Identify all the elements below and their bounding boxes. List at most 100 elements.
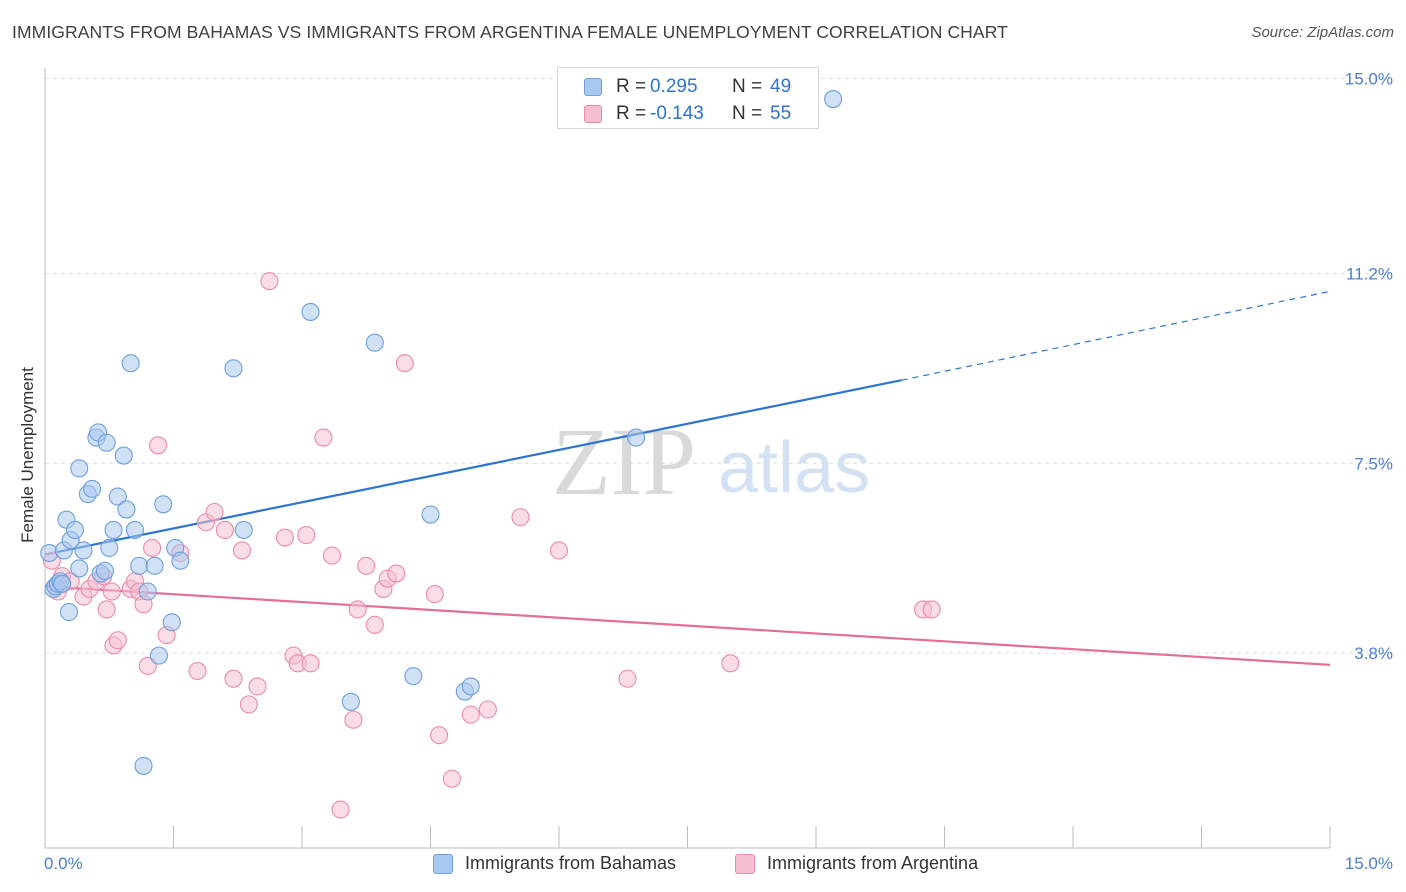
argentina-point xyxy=(102,582,121,601)
argentina-point xyxy=(344,710,363,729)
argentina-point xyxy=(395,354,414,373)
n-label: N = xyxy=(732,76,763,97)
axes xyxy=(44,68,1331,849)
argentina-point xyxy=(618,669,637,688)
argentina-point xyxy=(314,428,333,447)
bahamas-point xyxy=(114,446,133,465)
x-tick-label-max: 15.0% xyxy=(1345,854,1393,873)
bahamas-swatch xyxy=(584,78,602,96)
legend-row-argentina: R = -0.143 N = 55 xyxy=(558,100,818,128)
bahamas-point xyxy=(95,561,115,581)
argentina-point xyxy=(461,705,480,724)
bahamas-point xyxy=(149,646,168,665)
watermark-zip: ZIP xyxy=(552,408,696,515)
bahamas-point xyxy=(404,667,423,686)
bahamas-point xyxy=(461,677,480,696)
bahamas-point xyxy=(108,487,127,506)
bahamas-point xyxy=(145,556,164,575)
correlation-legend: R = 0.295 N = 49 R = -0.143 N = 55 xyxy=(557,67,819,129)
watermark-atlas: atlas xyxy=(718,428,870,508)
argentina-point xyxy=(511,508,530,527)
argentina-point xyxy=(232,541,252,560)
bahamas-point xyxy=(365,333,384,352)
bahamas-point xyxy=(104,520,123,539)
bahamas-point xyxy=(234,520,253,539)
gridlines xyxy=(45,78,1390,654)
bahamas-point xyxy=(421,505,440,524)
r-value: -0.143 xyxy=(650,103,704,124)
bahamas-point xyxy=(74,541,93,560)
argentina-point xyxy=(248,677,267,696)
argentina-point xyxy=(922,600,941,619)
series-legend: Immigrants from Bahamas Immigrants from … xyxy=(0,852,1406,878)
argentina-point xyxy=(478,700,497,719)
argentina-point xyxy=(188,661,207,681)
legend-label-bahamas: Immigrants from Bahamas xyxy=(465,853,677,873)
argentina-point xyxy=(149,436,168,455)
trend-line-argentina xyxy=(44,585,1331,666)
argentina-point xyxy=(348,600,367,619)
bahamas-point xyxy=(154,495,173,514)
x-tick-labels: 0.0% 15.0% xyxy=(44,854,1393,873)
argentina-point xyxy=(322,546,342,565)
argentina-point xyxy=(721,654,740,673)
argentina-swatch xyxy=(584,105,602,123)
bahamas-point xyxy=(341,692,360,711)
argentina-point xyxy=(549,541,569,560)
bahamas-point xyxy=(130,556,149,575)
trend-line-bahamas-extension xyxy=(901,290,1331,381)
r-label: R = xyxy=(616,103,647,124)
argentina-point xyxy=(430,726,449,745)
bahamas-point xyxy=(125,520,144,539)
y-tick-label: 11.2% xyxy=(1346,264,1393,283)
legend-label-argentina: Immigrants from Argentina xyxy=(767,853,979,873)
r-label: R = xyxy=(616,76,647,97)
argentina-point xyxy=(108,631,127,650)
n-value: 49 xyxy=(770,76,792,97)
bahamas-point xyxy=(134,756,153,775)
bahamas-point xyxy=(97,433,116,452)
bahamas-point xyxy=(65,520,85,539)
argentina-point xyxy=(297,526,316,545)
y-tick-label: 7.5% xyxy=(1354,454,1393,473)
argentina-point xyxy=(301,654,320,673)
x-tick-label-min: 0.0% xyxy=(44,854,83,873)
bahamas-point xyxy=(162,613,181,632)
argentina-point xyxy=(275,528,294,547)
n-value: 55 xyxy=(770,103,792,124)
bahamas-point xyxy=(70,459,89,478)
argentina-point xyxy=(97,600,116,619)
legend-row-bahamas: R = 0.295 N = 49 xyxy=(558,73,818,101)
bahamas-point xyxy=(53,574,72,593)
bahamas-point xyxy=(70,559,89,578)
argentina-point xyxy=(425,585,444,604)
argentina-point xyxy=(143,538,162,557)
n-label: N = xyxy=(732,103,763,124)
argentina-point xyxy=(357,556,376,575)
trend-line-bahamas xyxy=(44,379,902,556)
y-tick-label: 3.8% xyxy=(1354,644,1393,663)
bahamas-point xyxy=(117,500,136,519)
bahamas-point xyxy=(100,538,119,557)
argentina-point xyxy=(205,502,224,522)
y-axis-label: Female Unemployment xyxy=(18,367,37,543)
bahamas-point xyxy=(59,602,79,622)
argentina-point xyxy=(365,615,384,634)
chart-title: IMMIGRANTS FROM BAHAMAS VS IMMIGRANTS FR… xyxy=(12,22,1008,42)
bahamas-point xyxy=(224,359,243,378)
argentina-point xyxy=(331,800,350,819)
bahamas-point xyxy=(121,354,140,373)
bahamas-point xyxy=(301,302,320,321)
bahamas-point xyxy=(138,582,157,601)
bahamas-point xyxy=(824,89,843,109)
argentina-swatch xyxy=(735,854,755,874)
argentina-point xyxy=(224,669,243,688)
argentina-point xyxy=(387,564,406,583)
trend-lines xyxy=(44,290,1331,666)
bahamas-swatch xyxy=(433,854,453,874)
r-value: 0.295 xyxy=(650,76,698,97)
argentina-point xyxy=(138,656,157,675)
argentina-point xyxy=(215,520,234,539)
argentina-point xyxy=(260,272,279,291)
